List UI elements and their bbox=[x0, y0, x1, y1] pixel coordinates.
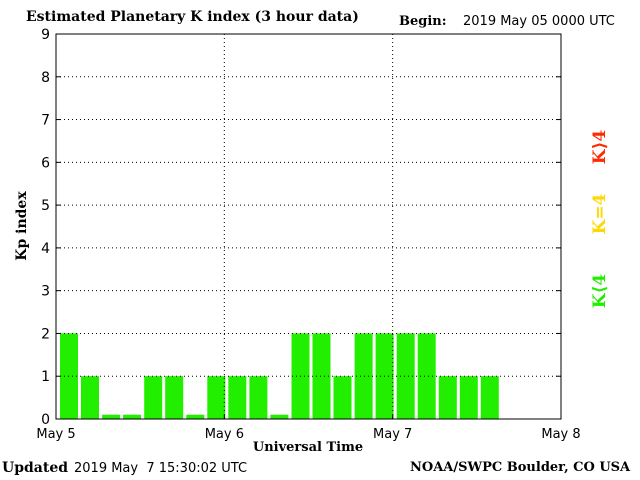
kp-bar bbox=[438, 376, 457, 419]
x-tick-label: May 8 bbox=[541, 427, 580, 442]
x-tick-label: May 6 bbox=[205, 427, 244, 442]
kp-bar bbox=[333, 376, 352, 419]
y-tick-label: 3 bbox=[41, 284, 50, 300]
kp-bar bbox=[312, 333, 331, 419]
x-ticks-group: May 5 May 6 May 7 May 8 bbox=[36, 415, 581, 442]
y-tick-label: 9 bbox=[41, 27, 50, 43]
kp-bar bbox=[480, 376, 499, 419]
kp-bar bbox=[396, 333, 415, 419]
kp-bar bbox=[144, 376, 163, 419]
y-tick-label: 1 bbox=[41, 369, 50, 385]
begin-label: Begin: bbox=[399, 14, 447, 29]
y-tick-label: 0 bbox=[41, 412, 50, 428]
kp-bar bbox=[228, 376, 247, 419]
y-tick-label: 4 bbox=[41, 241, 50, 257]
kp-bar bbox=[249, 376, 268, 419]
kp-bar bbox=[186, 414, 205, 419]
plot-frame bbox=[55, 33, 562, 420]
kp-bar bbox=[417, 333, 436, 419]
kp-bar bbox=[459, 376, 478, 419]
kp-bar bbox=[102, 414, 121, 419]
kp-bar bbox=[270, 414, 289, 419]
x-tick-label: May 7 bbox=[373, 427, 412, 442]
y-tick-label: 6 bbox=[41, 155, 50, 171]
y-ticks-group: 0 1 2 3 4 5 6 7 8 9 bbox=[41, 27, 561, 428]
y-tick-label: 7 bbox=[41, 113, 50, 129]
kp-bar bbox=[165, 376, 184, 419]
y-tick-label: 8 bbox=[41, 70, 50, 86]
begin-value: 2019 May 05 0000 UTC bbox=[463, 14, 615, 29]
kp-bar bbox=[81, 376, 99, 419]
legend-low: K⟨4 bbox=[590, 273, 610, 309]
kp-bar bbox=[123, 414, 142, 419]
x-axis-label: Universal Time bbox=[252, 440, 364, 455]
kp-bar bbox=[207, 376, 226, 419]
source-credit: NOAA/SWPC Boulder, CO USA bbox=[410, 460, 631, 475]
updated-value: 2019 May 7 15:30:02 UTC bbox=[74, 461, 248, 476]
legend-high: K⟩4 bbox=[590, 129, 610, 165]
x-tick-label: May 5 bbox=[36, 427, 75, 442]
y-tick-label: 5 bbox=[41, 198, 50, 214]
chart-title: Estimated Planetary K index (3 hour data… bbox=[26, 9, 359, 25]
kp-bar bbox=[354, 333, 373, 419]
legend-equal: K=4 bbox=[590, 193, 610, 235]
grid-group bbox=[56, 34, 561, 419]
y-tick-label: 2 bbox=[41, 326, 50, 342]
updated-label: Updated bbox=[2, 460, 69, 476]
